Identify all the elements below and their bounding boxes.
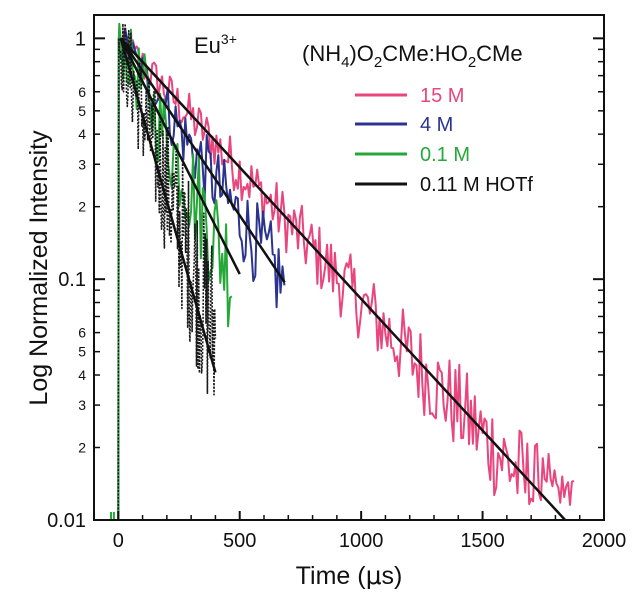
x-tick-label: 500: [223, 530, 256, 552]
y-minor-label: 2: [78, 199, 86, 215]
y-minor-label: 4: [78, 367, 86, 383]
x-tick-label: 1000: [339, 530, 384, 552]
medium-label: (NH4)O2CMe:HO2CMe: [302, 41, 523, 71]
y-tick-label: 0.1: [58, 269, 86, 291]
x-tick-label: 0: [113, 530, 124, 552]
x-tick-label: 1500: [460, 530, 505, 552]
y-minor-label: 3: [78, 397, 86, 413]
y-minor-label: 6: [78, 84, 86, 100]
legend-label-0-1m: 0.1 M: [420, 144, 470, 166]
y-minor-label: 4: [78, 126, 86, 142]
y-minor-label: 2: [78, 440, 86, 456]
axes-layer: 0 500 1000 1500 2000 0.01 0.1 1 2 3 4 5 6 2 3 4 5 6: [47, 28, 626, 552]
y-minor-label: 6: [78, 325, 86, 341]
y-minor-label: 3: [78, 156, 86, 172]
y-axis-title: Log Normalized Intensity: [25, 130, 53, 406]
fit-line-15-m: [119, 37, 567, 521]
fit-line-4-m: [119, 37, 286, 284]
ion-charge: 3+: [221, 31, 237, 47]
fit-line-0-11-m-hotf: [119, 37, 217, 373]
y-minor-label: 5: [78, 344, 86, 360]
legend-label-4m: 4 M: [420, 114, 453, 136]
fit-lines-layer: [119, 37, 567, 521]
x-axis-title: Time (μs): [296, 561, 403, 590]
legend: 15 M 4 M 0.1 M 0.11 M HOTf: [355, 85, 533, 196]
x-tick-label: 2000: [582, 530, 627, 552]
y-tick-label: 0.01: [47, 510, 86, 532]
legend-label-15m: 15 M: [420, 85, 464, 107]
plot-frame: [93, 14, 605, 521]
legend-label-hotf: 0.11 M HOTf: [420, 174, 533, 196]
y-minor-label: 5: [78, 103, 86, 119]
data-series-layer: [110, 22, 575, 521]
series-line-4-m: [117, 28, 286, 521]
y-tick-label: 1: [75, 28, 86, 50]
fit-line-0-1-m: [119, 37, 241, 275]
ion-label: Eu3+: [194, 31, 237, 58]
